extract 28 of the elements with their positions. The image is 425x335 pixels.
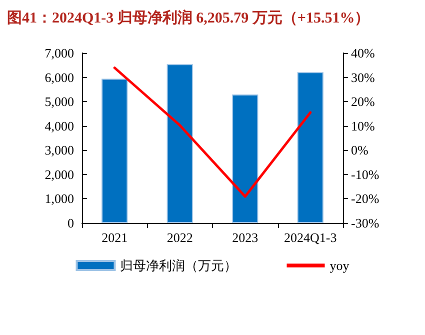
y-tick-label: 5,000 (44, 94, 74, 110)
x-tick-label: 2022 (166, 230, 193, 245)
bar (166, 64, 193, 223)
y-tick-label: 6,000 (44, 70, 74, 85)
y-tick-label: 7,000 (44, 46, 74, 60)
legend-label: yoy (330, 258, 350, 273)
legend-label: 归母净利润（万元） (120, 258, 237, 273)
bar (102, 78, 128, 223)
y2-tick-label: 30% (351, 70, 375, 85)
x-tick-label: 2024Q1-3 (284, 230, 337, 245)
y2-tick-label: -30% (351, 216, 380, 230)
y2-tick-label: 0% (351, 142, 368, 158)
y-tick-label: 2,000 (44, 166, 74, 182)
y-tick-label: 1,000 (44, 191, 74, 206)
y2-tick-label: 20% (351, 94, 375, 110)
x-tick-label: 2021 (102, 230, 128, 245)
y-tick-label: 4,000 (44, 118, 74, 134)
y-tick-label: 0 (68, 216, 74, 230)
y2-tick-label: -20% (351, 191, 380, 206)
bar (297, 72, 324, 223)
y2-tick-label: 40% (351, 46, 375, 60)
y-tick-label: 3,000 (44, 142, 74, 158)
line-series (113, 66, 312, 198)
y2-tick-label: 10% (351, 118, 375, 134)
bar (232, 94, 258, 223)
y2-tick-label: -10% (351, 166, 380, 182)
x-tick-label: 2023 (232, 230, 258, 245)
chart-title: 图41：2024Q1-3 归母净利润 6,205.79 万元（+15.51%） (7, 8, 370, 26)
